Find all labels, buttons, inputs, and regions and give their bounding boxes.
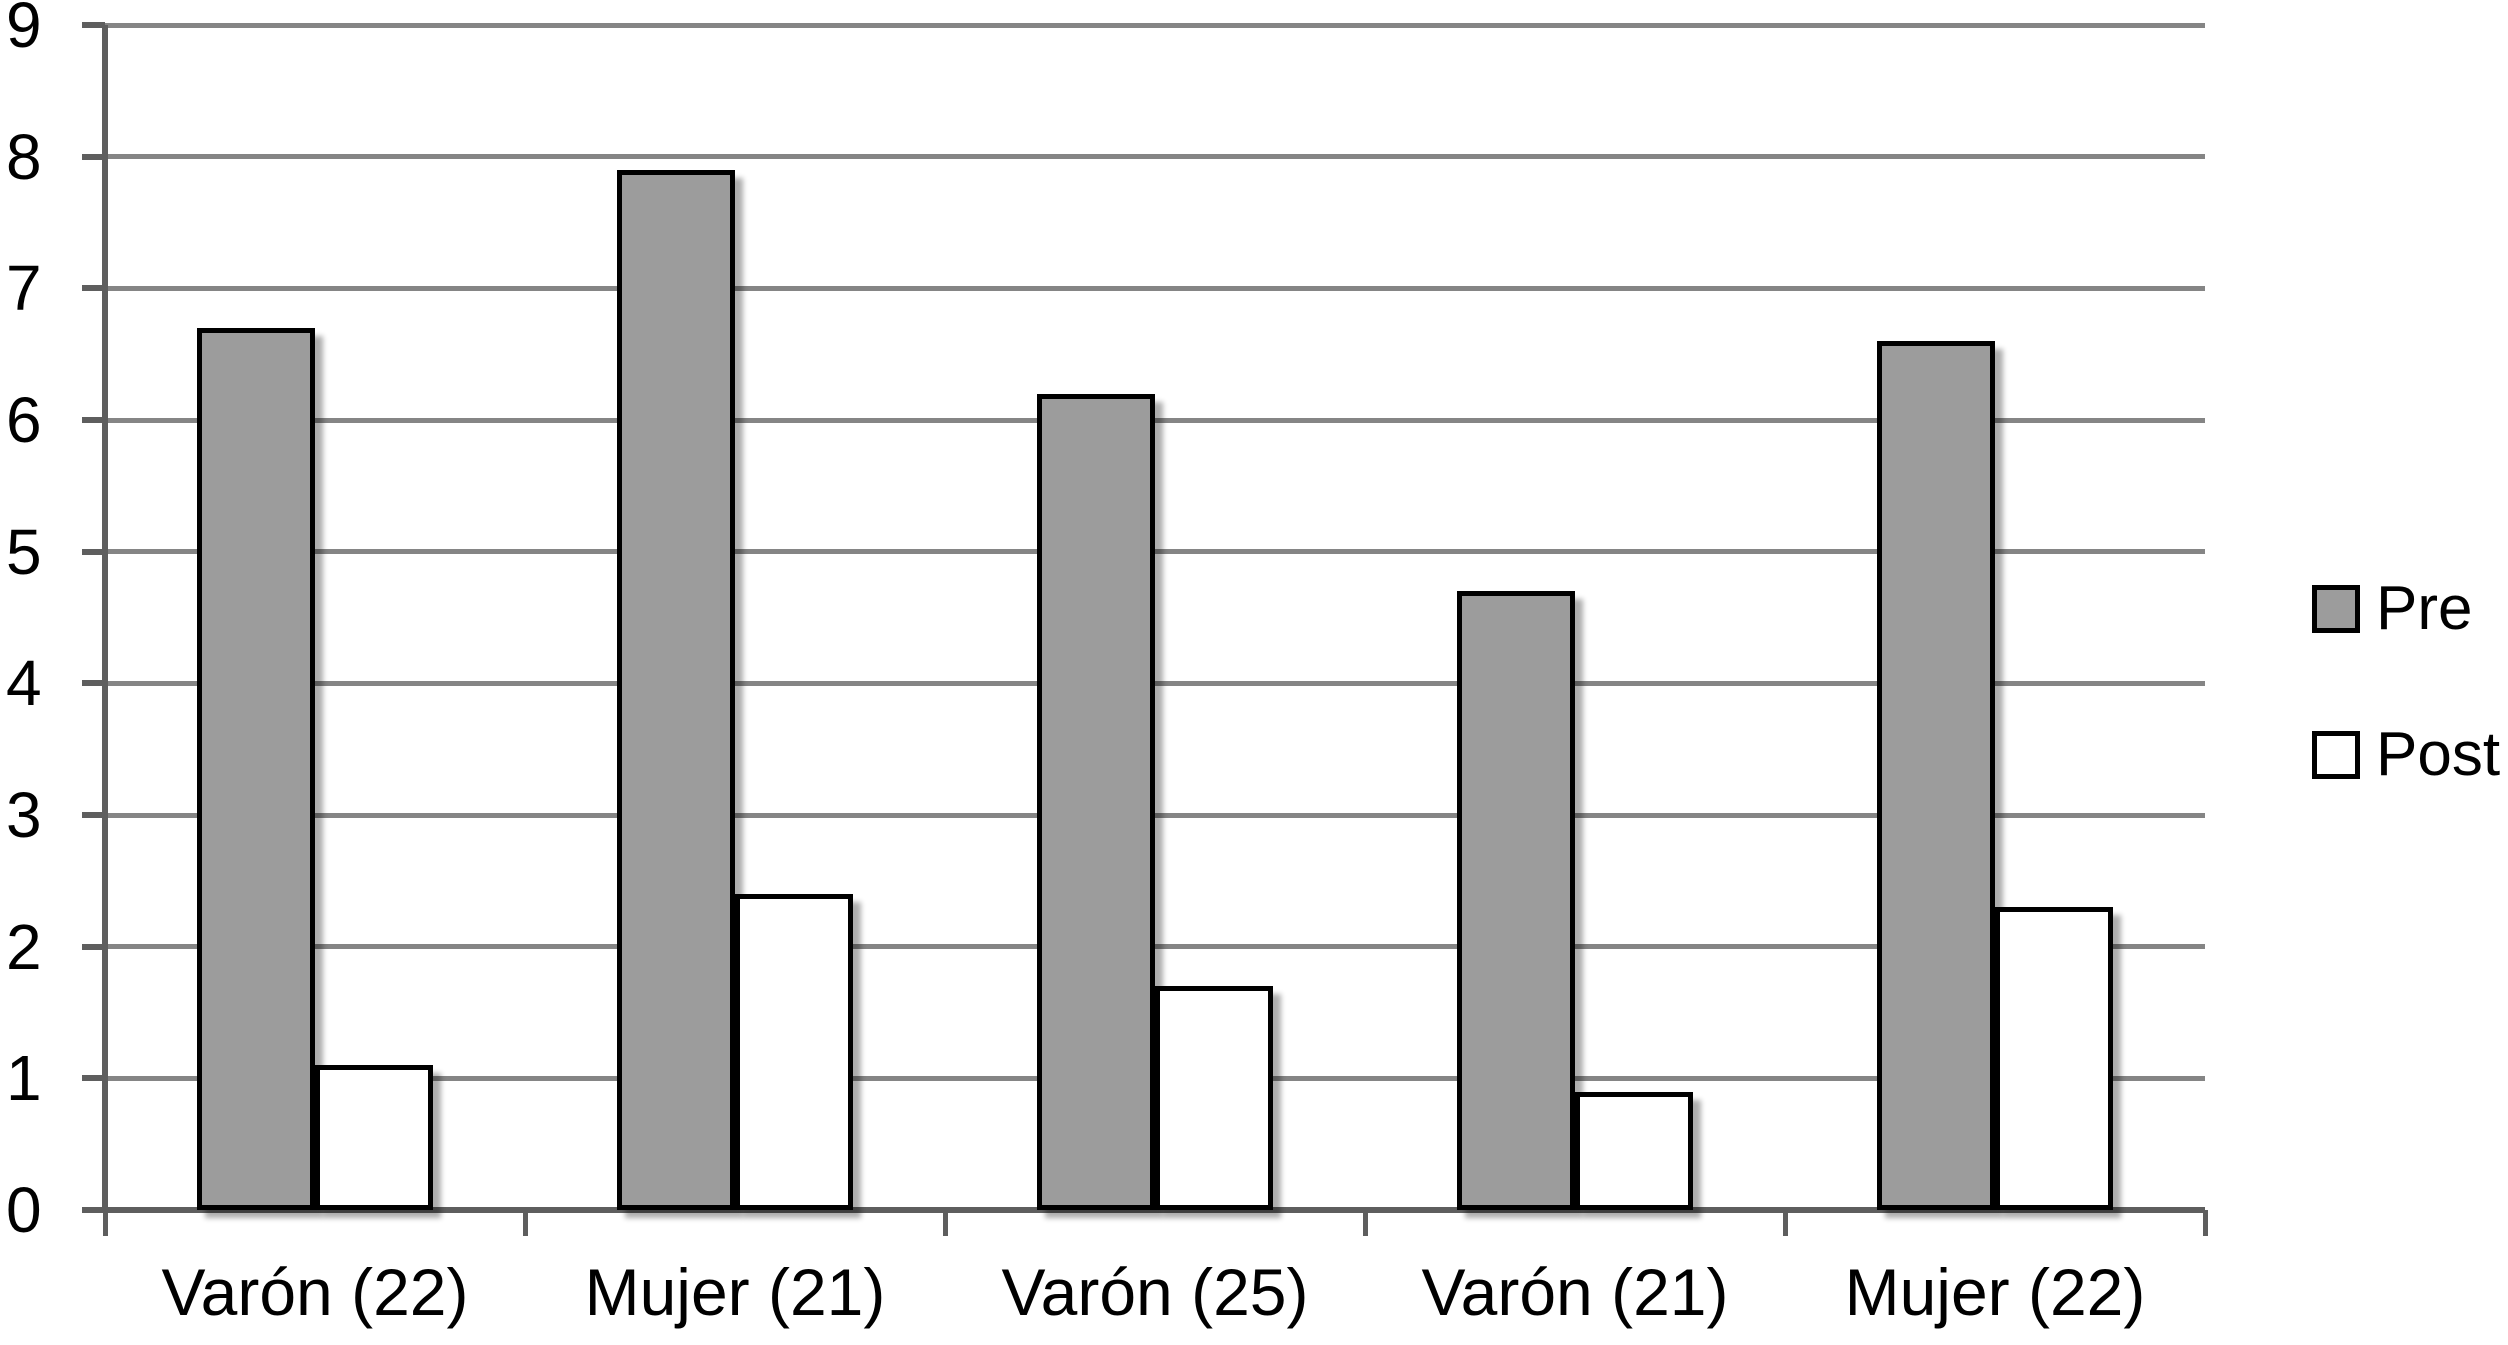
gridline-3 xyxy=(105,812,2205,818)
y-axis-line xyxy=(102,25,108,1210)
y-tick-0 xyxy=(82,1207,105,1213)
y-axis-label-8: 8 xyxy=(6,120,42,193)
y-axis-label-3: 3 xyxy=(6,779,42,851)
bar-post-varon-21 xyxy=(1575,1091,1693,1210)
x-axis-label-mujer-22: Mujer (22) xyxy=(1844,1255,2146,1329)
bar-post-mujer-21 xyxy=(735,894,853,1210)
x-axis-label-varon-21: Varón (21) xyxy=(1421,1255,1729,1329)
bar-pre-varon-25 xyxy=(1037,393,1155,1210)
y-tick-3 xyxy=(82,812,105,818)
bar-post-varon-25 xyxy=(1155,986,1273,1210)
gridline-6 xyxy=(105,417,2205,423)
gridline-8 xyxy=(105,154,2205,160)
x-axis-line xyxy=(105,1207,2205,1213)
legend-swatch-post xyxy=(2312,731,2360,779)
bar-pre-mujer-22 xyxy=(1877,341,1995,1210)
y-tick-5 xyxy=(82,548,105,555)
bar-pre-mujer-21 xyxy=(617,169,735,1210)
x-tick-4 xyxy=(1782,1210,1788,1236)
x-axis-label-varon-25: Varón (25) xyxy=(1001,1255,1309,1329)
y-axis-label-4: 4 xyxy=(6,647,42,720)
y-tick-9 xyxy=(82,22,105,28)
y-axis-label-0: 0 xyxy=(6,1174,42,1246)
legend-item-pre: Pre xyxy=(2312,578,2500,640)
x-tick-0 xyxy=(102,1210,108,1236)
x-axis-label-mujer-21: Mujer (21) xyxy=(584,1255,886,1329)
x-tick-2 xyxy=(942,1210,948,1236)
bar-post-varon-22 xyxy=(315,1065,433,1210)
y-axis-label-5: 5 xyxy=(6,515,42,588)
legend-label-post: Post xyxy=(2376,720,2501,789)
legend-item-post: Post xyxy=(2312,724,2500,786)
legend-swatch-pre xyxy=(2312,585,2360,633)
x-axis-label-varon-22: Varón (22) xyxy=(161,1255,469,1329)
x-tick-5 xyxy=(2202,1210,2208,1236)
bar-pre-varon-21 xyxy=(1457,591,1575,1210)
y-tick-1 xyxy=(82,1075,105,1082)
y-axis-label-7: 7 xyxy=(6,252,42,325)
y-tick-7 xyxy=(82,285,105,292)
legend-label-pre: Pre xyxy=(2376,574,2473,643)
y-axis-label-6: 6 xyxy=(6,384,42,456)
y-tick-8 xyxy=(82,153,105,160)
bar-post-mujer-22 xyxy=(1995,907,2113,1210)
y-axis-label-2: 2 xyxy=(6,910,42,983)
y-tick-4 xyxy=(82,680,105,687)
gridline-9 xyxy=(105,22,2205,28)
gridline-4 xyxy=(105,680,2205,686)
y-axis-label-1: 1 xyxy=(6,1042,42,1115)
y-tick-2 xyxy=(82,943,105,950)
bar-pre-varon-22 xyxy=(197,327,315,1210)
gridline-2 xyxy=(105,944,2205,950)
gridline-5 xyxy=(105,549,2205,555)
x-tick-1 xyxy=(522,1210,528,1236)
x-tick-3 xyxy=(1362,1210,1368,1236)
y-tick-6 xyxy=(82,417,105,423)
legend: Pre Post xyxy=(2312,578,2500,786)
gridline-7 xyxy=(105,285,2205,291)
y-axis-label-9: 9 xyxy=(6,0,42,61)
